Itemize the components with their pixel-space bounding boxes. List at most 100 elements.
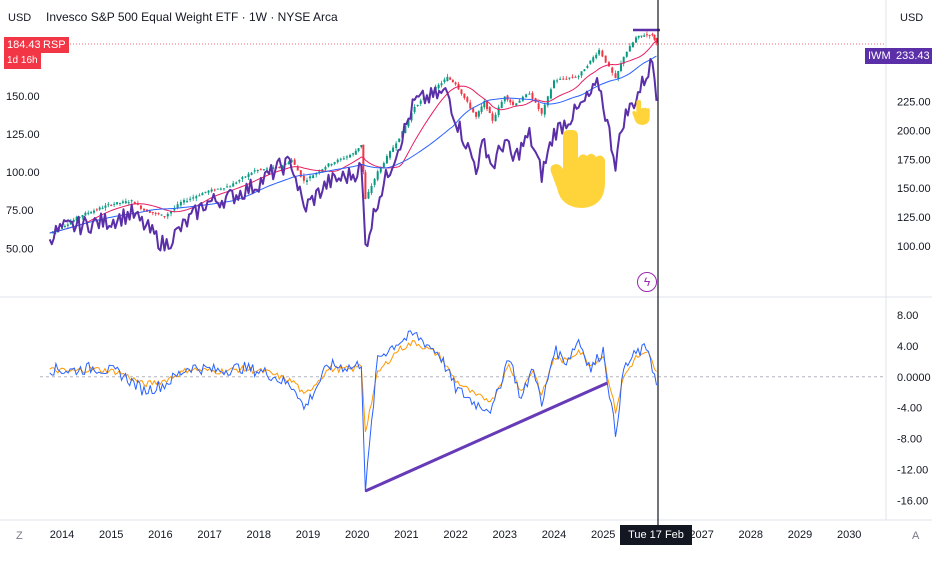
- lightning-icon[interactable]: ϟ: [637, 272, 657, 292]
- candle-body: [360, 145, 363, 148]
- candle-body: [637, 35, 640, 38]
- candle-body: [512, 101, 514, 105]
- candle-body: [651, 33, 654, 35]
- candle-body: [333, 162, 336, 164]
- candle-body: [622, 56, 625, 64]
- candle-body: [419, 100, 422, 104]
- candle-body: [61, 227, 63, 229]
- candle-body: [653, 34, 656, 40]
- x-axis-tick-label: 2016: [148, 529, 172, 541]
- candle-body: [195, 196, 198, 199]
- candle-body: [139, 205, 142, 209]
- candle-body: [549, 89, 552, 99]
- candle-body: [607, 62, 610, 67]
- candle-body: [113, 203, 116, 205]
- candle-body: [327, 163, 330, 167]
- candle-body: [87, 212, 90, 214]
- candle-body: [466, 97, 469, 102]
- timezone-button[interactable]: Z: [16, 530, 23, 542]
- candle-body: [443, 79, 446, 82]
- symbol-tag[interactable]: RSP: [40, 37, 69, 53]
- candle-body: [528, 93, 531, 95]
- candle-body: [101, 207, 104, 209]
- candle-body: [154, 212, 157, 214]
- candle-body: [454, 82, 457, 85]
- candle-body: [586, 65, 589, 68]
- candle-body: [486, 100, 489, 110]
- candle-body: [130, 200, 133, 202]
- x-axis-tick-label: 2025: [591, 529, 615, 541]
- x-axis-tick-label: 2020: [345, 529, 369, 541]
- candle-body: [440, 83, 443, 86]
- pointing-hand-icon: [550, 130, 605, 208]
- candle-body: [404, 125, 407, 134]
- candle-body: [318, 171, 321, 173]
- candle-body: [166, 213, 169, 217]
- price-tag-value: 184.43: [7, 39, 41, 51]
- candle-body: [186, 200, 189, 202]
- oscillator-axis-tick-label: -4.00: [897, 403, 922, 415]
- candle-body: [342, 158, 345, 160]
- candle-body: [305, 180, 308, 182]
- candle-body: [293, 159, 296, 165]
- candle-body: [364, 172, 367, 200]
- candle-body: [631, 42, 634, 48]
- candle-body: [373, 179, 376, 185]
- oscillator-axis-tick-label: 8.00: [897, 310, 918, 322]
- candle-body: [407, 119, 410, 127]
- candle-body: [574, 76, 577, 78]
- oscillator-main-line: [49, 330, 657, 493]
- candle-body: [78, 216, 81, 219]
- candle-body: [219, 188, 222, 190]
- right-axis-tick-label: 150.00: [897, 183, 931, 195]
- auto-scale-button[interactable]: A: [912, 530, 920, 542]
- candle-body: [259, 169, 262, 171]
- candle-body: [296, 166, 299, 171]
- left-currency-label[interactable]: USD: [8, 12, 32, 24]
- bar-countdown: 1d 16h: [4, 53, 41, 69]
- candle-body: [617, 71, 620, 79]
- candle-body: [250, 172, 253, 175]
- chart-svg[interactable]: 50.00 75.00 100.00 125.00 150.00 175.00 100.00…: [0, 0, 932, 550]
- candle-body: [643, 35, 646, 37]
- left-axis-tick-label: 150.00: [6, 91, 40, 103]
- candle-body: [330, 163, 333, 166]
- candle-body: [540, 108, 543, 114]
- candle-body: [107, 204, 110, 206]
- iwm-compare-line: [48, 58, 658, 252]
- candle-body: [469, 102, 472, 109]
- candle-body: [589, 60, 592, 64]
- x-axis-tick-label: 2023: [493, 529, 517, 541]
- candle-body: [118, 202, 121, 204]
- right-axis-tick-label: 175.00: [897, 154, 931, 166]
- oscillator-axis-tick-label: -16.00: [897, 495, 928, 507]
- candle-body: [611, 67, 614, 73]
- candle-body: [619, 63, 622, 72]
- candle-body: [309, 176, 312, 179]
- right-currency-label[interactable]: USD: [900, 12, 924, 24]
- candle-body: [601, 50, 604, 57]
- x-axis-tick-label: 2024: [542, 529, 566, 541]
- right-axis-tick-label: 225.00: [897, 97, 931, 109]
- x-axis-tick-label: 2022: [443, 529, 467, 541]
- symbol-tag-label: RSP: [43, 39, 66, 51]
- candle-body: [204, 191, 207, 193]
- candle-body: [157, 213, 160, 215]
- compare-symbol-tag[interactable]: IWM: [865, 48, 894, 64]
- bar-countdown-label: 1d 16h: [7, 55, 38, 66]
- candle-body: [84, 212, 87, 216]
- candle-body: [577, 76, 580, 78]
- candle-body: [192, 197, 195, 199]
- candle-body: [494, 114, 497, 122]
- candle-body: [500, 101, 503, 109]
- left-axis-tick-label: 100.00: [6, 167, 40, 179]
- moving-average-blue: [49, 55, 657, 234]
- candle-body: [546, 96, 549, 106]
- candle-body: [571, 76, 574, 78]
- candle-body: [437, 84, 440, 89]
- candle-body: [170, 210, 173, 214]
- x-axis-tick-label: 2030: [837, 529, 861, 541]
- right-axis-tick-label: 200.00: [897, 125, 931, 137]
- candle-body: [95, 209, 98, 211]
